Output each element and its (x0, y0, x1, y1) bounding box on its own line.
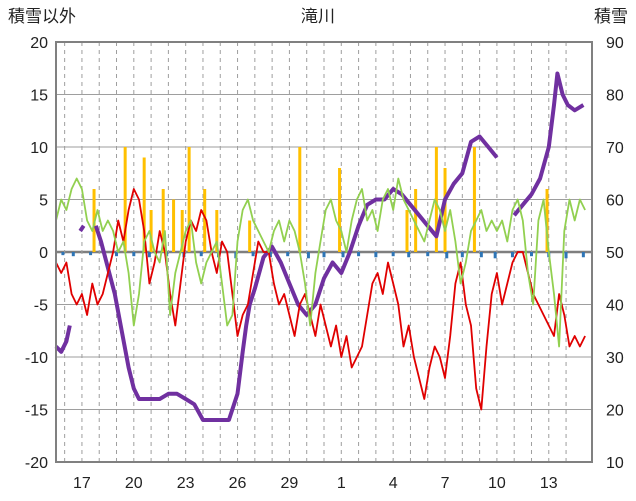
y-axis-right-label: 積雪 (594, 7, 628, 26)
y-tick-right: 80 (606, 88, 624, 105)
x-tick: 4 (389, 475, 398, 492)
y-tick-left: -5 (34, 298, 48, 315)
bar-snowfall (161, 189, 165, 252)
bar-precip (374, 252, 378, 258)
x-tick: 29 (281, 475, 299, 492)
bar-snowfall (434, 147, 438, 252)
bar-precip (460, 252, 464, 258)
bar-snowfall (545, 189, 549, 252)
bar-precip (391, 252, 395, 257)
bar-precip (581, 252, 585, 258)
bar-precip (510, 252, 514, 258)
bar-precip (89, 252, 93, 256)
y-tick-right: 20 (606, 403, 624, 420)
bar-precip (268, 252, 272, 258)
y-tick-left: 5 (39, 193, 48, 210)
x-tick: 10 (488, 475, 506, 492)
bar-snowfall (338, 168, 342, 252)
bar-precip (115, 252, 119, 257)
plot-frame (55, 41, 593, 463)
y-axis-right: 90 80 70 60 50 40 30 20 10 (606, 35, 624, 472)
bar-snowfall (443, 168, 447, 252)
bar-precip (286, 252, 290, 257)
bar-snowfall (472, 147, 476, 252)
x-tick: 20 (125, 475, 143, 492)
bar-precip (493, 252, 497, 259)
bar-snowfall (298, 147, 302, 252)
y-tick-right: 60 (606, 193, 624, 210)
y-tick-right: 10 (606, 455, 624, 472)
y-tick-right: 50 (606, 245, 624, 262)
y-tick-left: 10 (30, 140, 48, 157)
bar-precip (426, 252, 430, 257)
series-line-湿度系 (55, 177, 586, 348)
series-line-積雪深 (54, 71, 585, 422)
y-axis-left-label: 積雪以外 (8, 7, 76, 26)
bar-snowfall (414, 189, 418, 252)
bar-precip (357, 252, 361, 257)
bar-precip (251, 252, 255, 257)
x-tick: 13 (540, 475, 558, 492)
bar-precip (341, 252, 345, 258)
bar-precip (479, 252, 483, 258)
x-tick: 26 (229, 475, 247, 492)
bar-snowfall (142, 157, 146, 252)
bar-precip (529, 252, 533, 257)
bar-snowfall (248, 220, 252, 252)
y-tick-right: 70 (606, 140, 624, 157)
bar-snowfall (405, 210, 409, 252)
chart-title: 滝川 (301, 7, 335, 26)
bar-snowfall (180, 210, 184, 252)
bar-precip (306, 252, 310, 259)
bar-snowfall (149, 210, 153, 252)
x-axis: 17 20 23 26 29 1 4 7 10 13 (73, 475, 558, 492)
y-tick-left: 0 (39, 245, 48, 262)
y-tick-left: 15 (30, 88, 48, 105)
bar-snowfall (187, 147, 191, 252)
y-tick-right: 90 (606, 35, 624, 52)
bar-snowfall (215, 210, 219, 252)
bar-precip (407, 252, 411, 258)
y-tick-left: -15 (25, 403, 48, 420)
bar-snowfall (172, 199, 176, 252)
y-tick-right: 40 (606, 298, 624, 315)
series-line-気温 (55, 188, 586, 411)
bar-precip (132, 252, 136, 257)
bar-snowfall (123, 147, 127, 252)
bar-precip (71, 252, 75, 257)
x-tick: 17 (73, 475, 91, 492)
bar-precip (147, 252, 151, 258)
bar-snowfall (203, 189, 207, 252)
y-tick-left: -20 (25, 455, 48, 472)
y-tick-right: 30 (606, 350, 624, 367)
x-tick: 7 (441, 475, 450, 492)
x-tick: 23 (177, 475, 195, 492)
bar-precip (322, 252, 326, 258)
bar-precip (61, 252, 65, 256)
y-tick-left: -10 (25, 350, 48, 367)
x-tick: 1 (337, 475, 346, 492)
line-layer (54, 71, 586, 422)
bar-precip (199, 252, 203, 257)
bar-precip (564, 252, 568, 259)
y-axis-left: 20 15 10 5 0 -5 -10 -15 -20 (25, 35, 48, 472)
bar-precip (445, 252, 449, 259)
y-tick-left: 20 (30, 35, 48, 52)
